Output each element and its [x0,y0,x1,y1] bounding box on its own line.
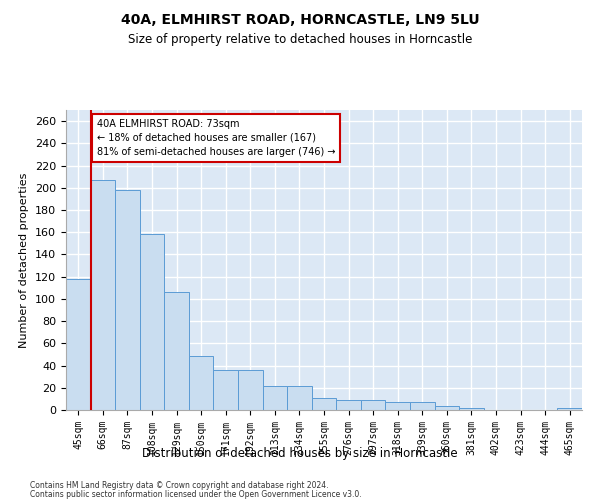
Bar [263,386,287,410]
Bar [238,370,263,410]
Y-axis label: Number of detached properties: Number of detached properties [19,172,29,348]
Text: 40A ELMHIRST ROAD: 73sqm
← 18% of detached houses are smaller (167)
81% of semi-: 40A ELMHIRST ROAD: 73sqm ← 18% of detach… [97,119,335,157]
Bar [361,400,385,410]
Bar [385,402,410,410]
Text: Contains HM Land Registry data © Crown copyright and database right 2024.: Contains HM Land Registry data © Crown c… [30,481,329,490]
Bar [434,406,459,410]
Bar [410,402,434,410]
Text: Distribution of detached houses by size in Horncastle: Distribution of detached houses by size … [142,448,458,460]
Bar [214,370,238,410]
Text: Contains public sector information licensed under the Open Government Licence v3: Contains public sector information licen… [30,490,362,499]
Bar [336,400,361,410]
Bar [557,408,582,410]
Bar [115,190,140,410]
Bar [164,292,189,410]
Bar [459,408,484,410]
Bar [287,386,312,410]
Text: Size of property relative to detached houses in Horncastle: Size of property relative to detached ho… [128,32,472,46]
Bar [140,234,164,410]
Bar [91,180,115,410]
Text: 40A, ELMHIRST ROAD, HORNCASTLE, LN9 5LU: 40A, ELMHIRST ROAD, HORNCASTLE, LN9 5LU [121,12,479,26]
Bar [189,356,214,410]
Bar [312,398,336,410]
Bar [66,279,91,410]
